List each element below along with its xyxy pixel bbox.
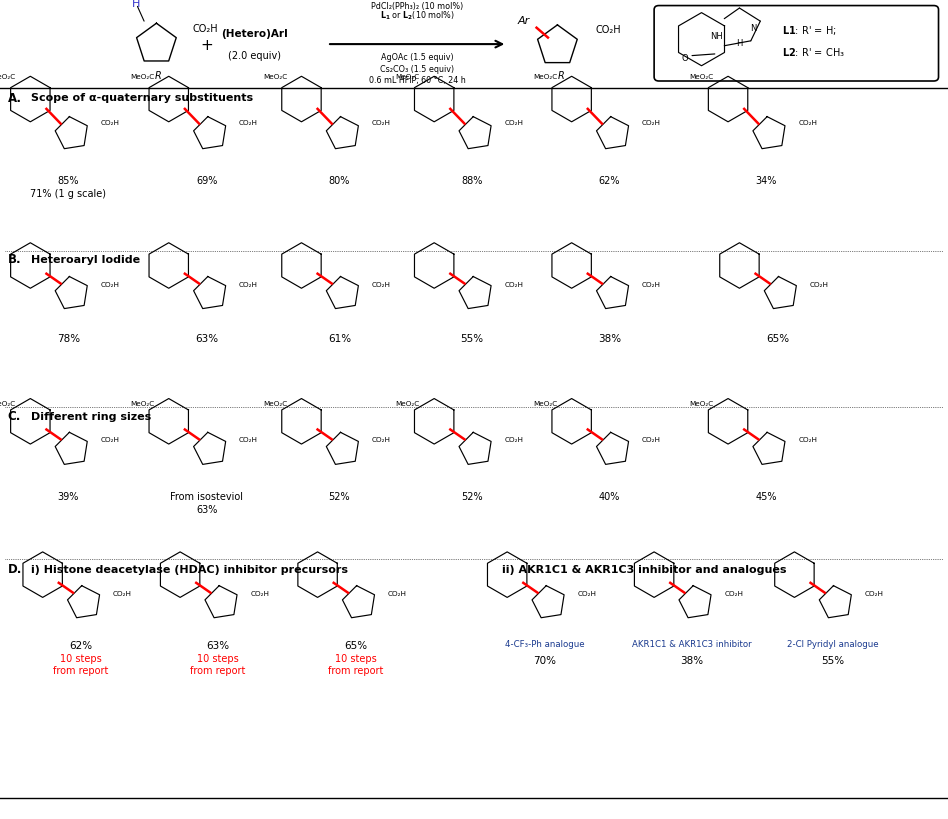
Text: $\mathbf{L_1}$ or $\mathbf{L_2}$(10 mol%): $\mathbf{L_1}$ or $\mathbf{L_2}$(10 mol%… bbox=[380, 10, 454, 22]
Text: CO₂H: CO₂H bbox=[239, 281, 258, 287]
Text: 70%: 70% bbox=[534, 655, 556, 665]
Text: CO₂H: CO₂H bbox=[642, 120, 661, 126]
Text: 0.6 mL HFIP, 60 °C, 24 h: 0.6 mL HFIP, 60 °C, 24 h bbox=[369, 76, 465, 85]
Text: AKR1C1 & AKR1C3 inhibitor: AKR1C1 & AKR1C3 inhibitor bbox=[632, 639, 752, 648]
Text: Scope of α-quaternary substituents: Scope of α-quaternary substituents bbox=[31, 93, 253, 103]
Text: CO₂H: CO₂H bbox=[239, 120, 258, 126]
Text: MeO₂C: MeO₂C bbox=[395, 400, 420, 407]
Text: 62%: 62% bbox=[599, 176, 620, 186]
Text: 38%: 38% bbox=[598, 333, 621, 343]
Text: 55%: 55% bbox=[461, 333, 483, 343]
Text: 38%: 38% bbox=[681, 655, 703, 665]
Text: CO₂H: CO₂H bbox=[798, 120, 817, 126]
Text: 39%: 39% bbox=[58, 491, 79, 501]
Text: 52%: 52% bbox=[329, 491, 350, 501]
Text: From isosteviol
63%: From isosteviol 63% bbox=[170, 491, 244, 514]
Text: 88%: 88% bbox=[462, 176, 483, 186]
Text: R: R bbox=[155, 71, 162, 81]
Text: CO₂H: CO₂H bbox=[239, 437, 258, 443]
Text: H: H bbox=[132, 0, 139, 9]
Text: CO₂H: CO₂H bbox=[595, 25, 621, 35]
Text: C.: C. bbox=[8, 410, 21, 423]
Text: i) Histone deacetylase (HDAC) inhibitor precursors: i) Histone deacetylase (HDAC) inhibitor … bbox=[31, 564, 348, 574]
Text: 65%: 65% bbox=[344, 640, 367, 650]
FancyBboxPatch shape bbox=[654, 7, 939, 82]
Text: CO₂H: CO₂H bbox=[113, 590, 132, 596]
Text: CO₂H: CO₂H bbox=[372, 120, 391, 126]
Text: 45%: 45% bbox=[756, 491, 776, 501]
Text: CO₂H: CO₂H bbox=[810, 281, 829, 287]
Text: B.: B. bbox=[8, 253, 21, 266]
Text: MeO₂C: MeO₂C bbox=[689, 74, 714, 80]
Text: CO₂H: CO₂H bbox=[642, 437, 661, 443]
Text: 63%: 63% bbox=[207, 640, 229, 650]
Text: CO₂H: CO₂H bbox=[642, 281, 661, 287]
Text: MeO₂C: MeO₂C bbox=[533, 74, 557, 80]
Text: MeO₂C: MeO₂C bbox=[395, 74, 420, 80]
Text: 10 steps
from report: 10 steps from report bbox=[191, 653, 246, 676]
Text: 78%: 78% bbox=[57, 333, 80, 343]
Text: D.: D. bbox=[8, 563, 22, 576]
Text: N: N bbox=[751, 25, 757, 33]
Text: CO₂H: CO₂H bbox=[504, 437, 523, 443]
Text: MeO₂C: MeO₂C bbox=[263, 400, 287, 407]
Text: 10 steps
from report: 10 steps from report bbox=[53, 653, 108, 676]
Text: Cs₂CO₃ (1.5 equiv): Cs₂CO₃ (1.5 equiv) bbox=[380, 65, 454, 74]
Text: R: R bbox=[557, 71, 565, 81]
Text: CO₂H: CO₂H bbox=[100, 437, 119, 443]
Text: MeO₂C: MeO₂C bbox=[130, 400, 155, 407]
Text: CO₂H: CO₂H bbox=[100, 120, 119, 126]
Text: MeO₂C: MeO₂C bbox=[533, 400, 557, 407]
Text: CO₂H: CO₂H bbox=[724, 590, 743, 596]
Text: CO₂H: CO₂H bbox=[372, 281, 391, 287]
Text: 62%: 62% bbox=[69, 640, 92, 650]
Text: 65%: 65% bbox=[766, 333, 789, 343]
Text: MeO₂C: MeO₂C bbox=[689, 400, 714, 407]
Text: 52%: 52% bbox=[462, 491, 483, 501]
Text: CO₂H: CO₂H bbox=[504, 281, 523, 287]
Text: 80%: 80% bbox=[329, 176, 350, 186]
Text: 40%: 40% bbox=[599, 491, 620, 501]
Text: 85%
71% (1 g scale): 85% 71% (1 g scale) bbox=[30, 176, 106, 199]
Text: CO₂H: CO₂H bbox=[250, 590, 269, 596]
Text: MeO₂C: MeO₂C bbox=[263, 74, 287, 80]
Text: 10 steps
from report: 10 steps from report bbox=[328, 653, 383, 676]
Text: CO₂H: CO₂H bbox=[865, 590, 884, 596]
Text: CO₂H: CO₂H bbox=[798, 437, 817, 443]
Text: 34%: 34% bbox=[756, 176, 776, 186]
Text: 61%: 61% bbox=[328, 333, 351, 343]
Text: ii) AKR1C1 & AKR1C3 inhibitor and analogues: ii) AKR1C1 & AKR1C3 inhibitor and analog… bbox=[502, 564, 787, 574]
Text: 4-CF₃-Ph analogue: 4-CF₃-Ph analogue bbox=[505, 639, 585, 648]
Text: CO₂H: CO₂H bbox=[577, 590, 596, 596]
Text: (Hetero)ArI: (Hetero)ArI bbox=[221, 29, 287, 39]
Text: CO₂H: CO₂H bbox=[504, 120, 523, 126]
Text: CO₂H: CO₂H bbox=[100, 281, 119, 287]
Text: 63%: 63% bbox=[195, 333, 218, 343]
Text: +: + bbox=[200, 38, 213, 52]
Text: 55%: 55% bbox=[821, 655, 844, 665]
Text: Ar: Ar bbox=[518, 16, 529, 25]
Text: Heteroaryl Iodide: Heteroaryl Iodide bbox=[31, 255, 140, 265]
Text: CO₂H: CO₂H bbox=[388, 590, 407, 596]
Text: H: H bbox=[737, 39, 742, 48]
Text: CO₂H: CO₂H bbox=[192, 24, 218, 34]
Text: A.: A. bbox=[8, 92, 22, 105]
Text: MeO₂C: MeO₂C bbox=[0, 400, 16, 407]
Text: AgOAc (1.5 equiv): AgOAc (1.5 equiv) bbox=[381, 53, 453, 62]
Text: 2-Cl Pyridyl analogue: 2-Cl Pyridyl analogue bbox=[787, 639, 878, 648]
Text: PdCl₂(PPh₃)₂ (10 mol%): PdCl₂(PPh₃)₂ (10 mol%) bbox=[371, 2, 464, 11]
Text: MeO₂C: MeO₂C bbox=[0, 74, 16, 80]
Text: (2.0 equiv): (2.0 equiv) bbox=[228, 51, 281, 61]
Text: $\mathbf{L1}$: R' = H;: $\mathbf{L1}$: R' = H; bbox=[782, 24, 837, 37]
Text: Different ring sizes: Different ring sizes bbox=[31, 411, 152, 421]
Text: 69%: 69% bbox=[196, 176, 217, 186]
Text: MeO₂C: MeO₂C bbox=[130, 74, 155, 80]
Text: NH: NH bbox=[710, 32, 723, 40]
Text: CO₂H: CO₂H bbox=[372, 437, 391, 443]
Text: O: O bbox=[682, 54, 687, 62]
Text: $\mathbf{L2}$: R' = CH₃: $\mathbf{L2}$: R' = CH₃ bbox=[782, 46, 845, 57]
